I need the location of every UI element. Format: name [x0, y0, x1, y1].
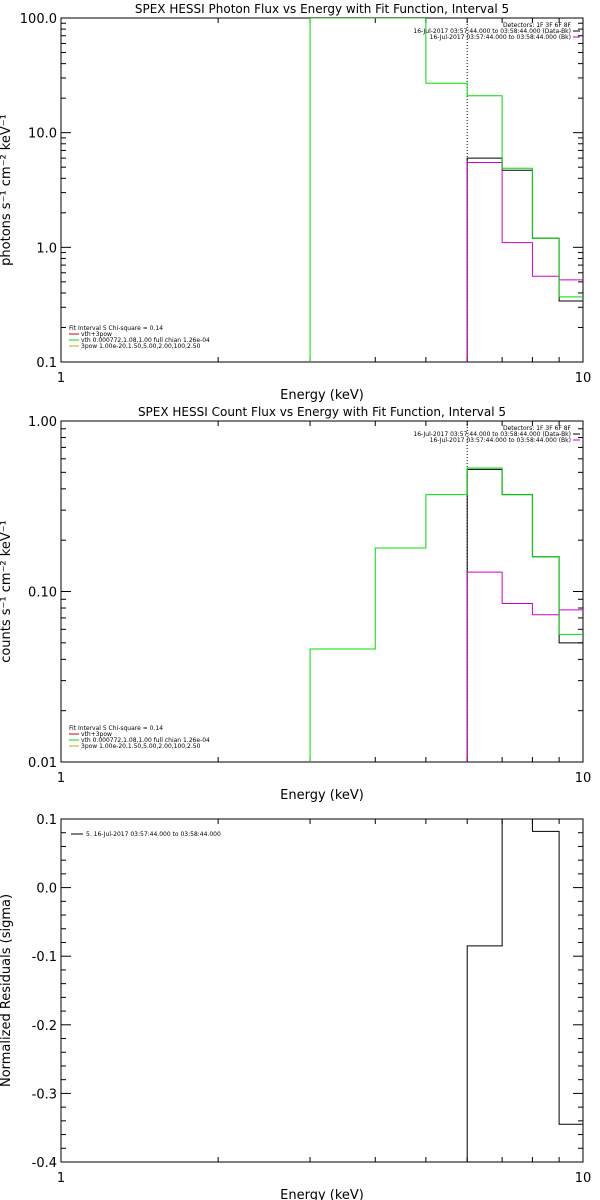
y-axis-ticks: [61, 818, 583, 1163]
panel-2: SPEX HESSI Count Flux vs Energy with Fit…: [0, 405, 591, 803]
legend-entry: Fit Interval 5 Chi-square = 0.14: [69, 725, 163, 732]
x-tick-label: 1: [57, 771, 65, 786]
y-tick-label: 0.10: [28, 586, 57, 601]
series-1-line: [466, 819, 583, 1162]
y-tick-label: 1.0: [36, 241, 57, 256]
series-2-line: [466, 571, 583, 762]
x-tick-label: 10: [575, 771, 592, 786]
data-area: [466, 819, 583, 1162]
series-1-line: [466, 468, 583, 762]
legend-entry: 5. 16-Jul-2017 03:57:44.000 to 03:58:44.…: [86, 831, 221, 838]
series-2-line: [466, 161, 583, 362]
x-tick-label: 1: [57, 371, 65, 386]
y-tick-label: -0.2: [32, 1019, 57, 1034]
x-axis-label: Energy (keV): [280, 788, 364, 803]
legend-entry: 16-Jul-2017 03:57:44.000 to 03:58:44.000…: [430, 437, 571, 444]
data-area: [309, 421, 583, 762]
y-tick-label: 0.01: [28, 756, 57, 771]
series-3-line: [309, 18, 583, 362]
legend-entry: 16-Jul-2017 03:57:44.000 to 03:58:44.000…: [413, 28, 571, 35]
y-axis-label: Normalized Residuals (sigma): [0, 894, 14, 1087]
series-1-line: [466, 157, 583, 362]
y-tick-label: -0.3: [32, 1087, 57, 1102]
y-tick-label: 10.0: [28, 127, 57, 142]
y-axis-label: photons s⁻¹ cm⁻² keV⁻¹: [0, 114, 14, 266]
x-axis-ticks: [60, 819, 584, 1162]
legend-entry: Fit Interval 5 Chi-square = 0.14: [69, 325, 163, 332]
panel-3: 1 10 -0.4 -0.3 -0.2 -0.1 0.0 0.1 Energy (keV) Nor…: [0, 813, 591, 1200]
x-tick-label: 10: [575, 1171, 592, 1186]
data-area: [309, 18, 583, 362]
panel-1: SPEX HESSI Photon Flux vs Energy with Fi…: [0, 2, 591, 403]
y-tick-label: 0.1: [36, 813, 57, 828]
x-axis-label: Energy (keV): [280, 388, 364, 403]
y-tick-label: -0.4: [32, 1156, 57, 1171]
legend-entry: Detectors: 1F 3F 6F 8F: [503, 425, 572, 432]
plot-frame: [60, 420, 584, 763]
legend-entry: vth 0.000772,1.08,1.00 full chian 1.26e-…: [81, 737, 210, 744]
y-tick-label: 0.0: [36, 882, 57, 897]
y-tick-label: 1.00: [28, 415, 57, 430]
plot-frame: [60, 17, 584, 363]
x-axis-ticks: [60, 18, 584, 362]
legend-entry: 16-Jul-2017 03:57:44.000 to 03:58:44.000…: [413, 431, 571, 438]
y-tick-label: -0.1: [32, 950, 57, 965]
y-axis-ticks: [61, 428, 583, 763]
y-axis-ticks: [61, 22, 583, 363]
legend-entry: 3pow 1.00e-20,1.50,5.00,2.00,100,2.50: [81, 343, 201, 350]
y-tick-label: 100.0: [20, 12, 57, 27]
legend-entry: vth 0.000772,1.08,1.00 full chian 1.26e-…: [81, 337, 210, 344]
y-tick-label: 0.1: [36, 356, 57, 371]
legend-entry: 3pow 1.00e-20,1.50,5.00,2.00,100,2.50: [81, 743, 201, 750]
legend-entry: vth+3pow: [81, 731, 112, 738]
x-axis-ticks: [60, 421, 584, 762]
x-tick-label: 10: [575, 371, 592, 386]
y-axis-label: counts s⁻¹ cm⁻² keV⁻¹: [0, 520, 14, 663]
x-axis-label: Energy (keV): [280, 1188, 364, 1200]
legend-entry: 16-Jul-2017 03:57:44.000 to 03:58:44.000…: [430, 34, 571, 41]
series-3-line: [309, 467, 583, 762]
chart-title: SPEX HESSI Photon Flux vs Energy with Fi…: [135, 2, 509, 16]
chart-title: SPEX HESSI Count Flux vs Energy with Fit…: [138, 405, 506, 419]
legend-entry: Detectors: 1F 3F 6F 8F: [503, 22, 572, 29]
legend-entry: vth+3pow: [81, 331, 112, 338]
plot-frame: [60, 818, 584, 1163]
x-tick-label: 1: [57, 1171, 65, 1186]
